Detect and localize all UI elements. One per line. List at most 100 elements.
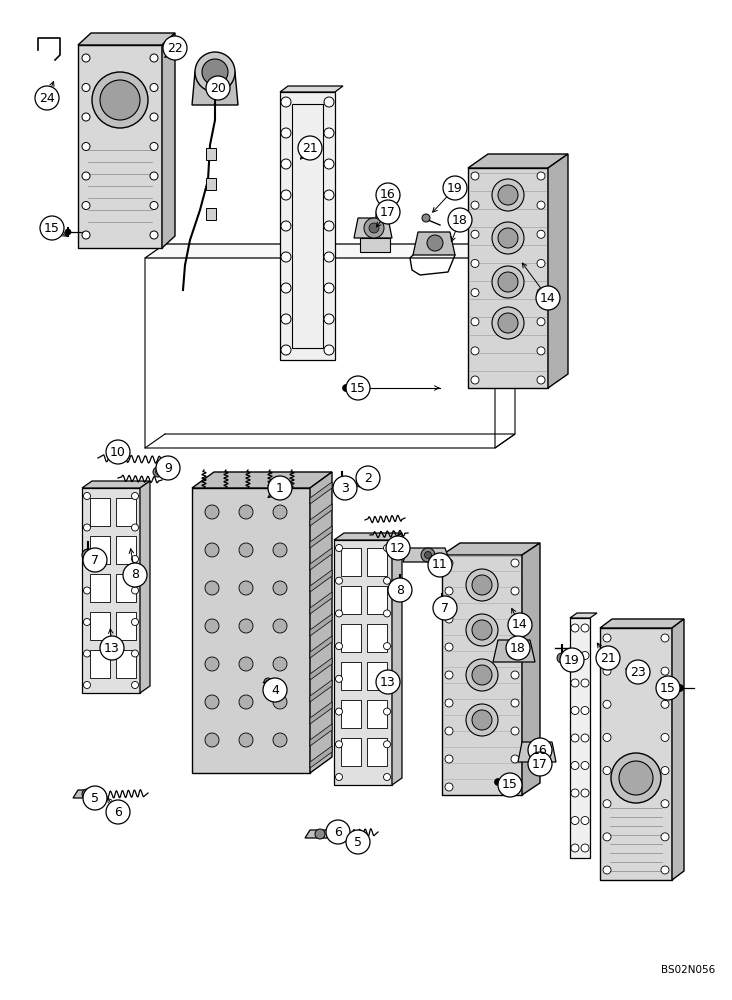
Circle shape [268, 476, 292, 500]
Circle shape [324, 252, 334, 262]
Circle shape [445, 587, 453, 595]
Circle shape [511, 559, 519, 567]
Circle shape [281, 190, 291, 200]
Circle shape [82, 202, 90, 210]
Circle shape [661, 833, 669, 841]
Polygon shape [192, 72, 238, 105]
Circle shape [661, 800, 669, 808]
Circle shape [324, 97, 334, 107]
Circle shape [445, 643, 453, 651]
Circle shape [239, 543, 253, 557]
Polygon shape [310, 570, 332, 592]
Circle shape [150, 84, 158, 92]
Circle shape [156, 456, 180, 480]
Circle shape [335, 774, 343, 780]
Circle shape [239, 657, 253, 671]
Text: 8: 8 [131, 568, 139, 582]
Text: 7: 7 [91, 554, 99, 566]
Circle shape [506, 636, 530, 660]
Circle shape [281, 252, 291, 262]
Polygon shape [341, 738, 361, 766]
Circle shape [428, 553, 452, 577]
Polygon shape [367, 738, 387, 766]
Polygon shape [413, 232, 455, 255]
Circle shape [445, 699, 453, 707]
Polygon shape [310, 658, 332, 680]
Polygon shape [162, 33, 175, 248]
Circle shape [335, 577, 343, 584]
Text: 16: 16 [380, 188, 396, 202]
Circle shape [603, 634, 611, 642]
Polygon shape [367, 586, 387, 614]
Circle shape [150, 202, 158, 210]
Circle shape [466, 614, 498, 646]
Circle shape [472, 620, 492, 640]
Circle shape [384, 675, 390, 682]
Text: 23: 23 [630, 666, 646, 678]
Circle shape [324, 190, 334, 200]
Circle shape [603, 700, 611, 708]
Circle shape [603, 667, 611, 675]
Circle shape [82, 113, 90, 121]
Circle shape [492, 307, 524, 339]
Polygon shape [310, 680, 332, 702]
Circle shape [273, 695, 287, 709]
Circle shape [83, 682, 91, 688]
Polygon shape [341, 624, 361, 652]
Circle shape [384, 643, 390, 650]
Polygon shape [341, 662, 361, 690]
Circle shape [471, 201, 479, 209]
Circle shape [471, 172, 479, 180]
Circle shape [273, 581, 287, 595]
Polygon shape [600, 619, 684, 628]
Circle shape [619, 761, 653, 795]
Circle shape [83, 650, 91, 657]
Circle shape [281, 345, 291, 355]
Circle shape [82, 84, 90, 92]
Circle shape [263, 678, 287, 702]
Circle shape [560, 648, 584, 672]
Text: 14: 14 [512, 618, 528, 632]
Polygon shape [310, 482, 332, 504]
Circle shape [661, 733, 669, 741]
Circle shape [281, 159, 291, 169]
Polygon shape [145, 244, 515, 258]
Circle shape [537, 201, 545, 209]
Circle shape [281, 283, 291, 293]
Circle shape [661, 667, 669, 675]
Circle shape [281, 221, 291, 231]
Circle shape [581, 706, 589, 714]
Circle shape [315, 829, 325, 839]
Circle shape [498, 228, 518, 248]
Polygon shape [116, 650, 136, 678]
Text: 21: 21 [302, 141, 318, 154]
Circle shape [82, 54, 90, 62]
Circle shape [511, 643, 519, 651]
Circle shape [150, 54, 158, 62]
Circle shape [581, 789, 589, 797]
Text: 17: 17 [380, 206, 396, 219]
Polygon shape [82, 488, 140, 693]
Circle shape [492, 179, 524, 211]
Polygon shape [116, 498, 136, 526]
Polygon shape [310, 614, 332, 636]
Circle shape [335, 741, 343, 748]
Polygon shape [116, 574, 136, 602]
Circle shape [571, 679, 579, 687]
Polygon shape [310, 548, 332, 570]
Polygon shape [570, 618, 590, 858]
Circle shape [433, 596, 457, 620]
Circle shape [83, 556, 91, 562]
Circle shape [472, 710, 492, 730]
Text: 14: 14 [540, 292, 556, 304]
Polygon shape [280, 92, 335, 360]
Circle shape [511, 671, 519, 679]
Circle shape [395, 583, 405, 593]
Circle shape [536, 286, 560, 310]
Circle shape [581, 816, 589, 824]
Circle shape [445, 559, 453, 567]
Circle shape [603, 833, 611, 841]
Circle shape [498, 773, 522, 797]
Circle shape [100, 636, 124, 660]
Circle shape [537, 259, 545, 267]
